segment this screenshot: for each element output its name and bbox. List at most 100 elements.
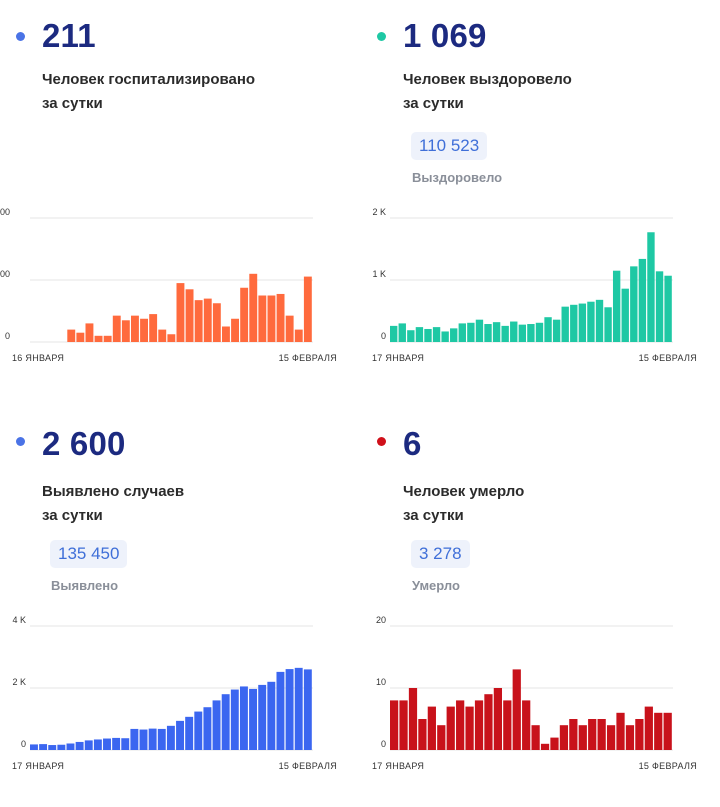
bar xyxy=(203,298,212,342)
deaths-desc-line1: Человек умерло xyxy=(403,483,525,500)
bar xyxy=(212,700,221,750)
bar xyxy=(390,700,399,750)
bar xyxy=(85,323,94,342)
bar xyxy=(437,725,446,750)
bar xyxy=(239,686,248,750)
bar xyxy=(492,322,501,342)
bar xyxy=(303,669,312,750)
bar xyxy=(432,327,441,342)
bar xyxy=(595,299,604,342)
x-start-label: 16 ЯНВАРЯ xyxy=(12,353,64,363)
bar xyxy=(522,700,531,750)
bar xyxy=(531,725,540,750)
bar xyxy=(398,323,406,342)
bar xyxy=(212,303,221,342)
bar xyxy=(48,745,57,750)
bar xyxy=(76,332,85,342)
bar xyxy=(644,706,653,750)
bar xyxy=(540,743,550,750)
hospitalized-desc-line1: Человек госпитализировано xyxy=(42,71,256,88)
bar xyxy=(93,739,102,750)
bar xyxy=(294,329,303,342)
bar xyxy=(552,319,561,342)
bar xyxy=(258,684,267,750)
bar xyxy=(231,318,239,342)
y-tick-label: 1 K xyxy=(372,269,386,279)
bar xyxy=(407,330,415,342)
bar xyxy=(67,329,76,342)
bar xyxy=(441,331,449,342)
x-start-label: 17 ЯНВАРЯ xyxy=(372,353,424,363)
bar xyxy=(544,317,552,342)
cases-value: 2 600 xyxy=(42,425,126,462)
y-tick-label: 2 K xyxy=(12,677,26,687)
bar xyxy=(94,335,103,342)
cases-desc-line2: за сутки xyxy=(42,507,103,524)
bar xyxy=(176,720,184,750)
bar xyxy=(194,300,203,342)
bar xyxy=(635,719,644,750)
y-tick-label: 400 xyxy=(0,207,10,217)
bar xyxy=(424,328,432,342)
bar xyxy=(527,324,535,342)
bar xyxy=(512,669,521,750)
deaths-value: 6 xyxy=(403,425,422,462)
cases-total-label: Выявлено xyxy=(51,578,119,593)
bar xyxy=(408,688,418,750)
bar xyxy=(166,725,175,750)
panel-cases: 2 600 Выявлено случаев за сутки 135 450 … xyxy=(0,405,340,805)
bar xyxy=(475,319,484,342)
bar xyxy=(535,322,544,342)
recovered-desc-line1: Человек выздоровело xyxy=(403,71,572,88)
bar xyxy=(501,325,509,342)
deaths-total-label: Умерло xyxy=(412,578,460,593)
deaths-desc-line2: за сутки xyxy=(403,507,464,524)
bar xyxy=(510,321,518,342)
bar xyxy=(131,315,139,342)
bar xyxy=(578,725,587,750)
y-tick-label: 200 xyxy=(0,269,10,279)
bar xyxy=(185,716,194,750)
bar xyxy=(465,706,474,750)
bar xyxy=(66,743,75,750)
bar xyxy=(222,326,230,342)
bar xyxy=(121,738,130,750)
recovered-desc-line2: за сутки xyxy=(403,95,464,112)
bar xyxy=(30,744,38,750)
bar xyxy=(427,706,436,750)
y-tick-label: 4 K xyxy=(12,615,26,625)
bar xyxy=(249,273,258,342)
deaths-chart: 0 10 20 17 ЯНВАРЯ 15 ФЕВРАЛЯ xyxy=(372,615,697,771)
y-tick-label: 2 K xyxy=(372,207,386,217)
bar xyxy=(148,728,157,750)
bar xyxy=(258,295,267,342)
bar xyxy=(149,314,158,342)
bar xyxy=(493,688,502,750)
bar xyxy=(604,307,612,342)
panel-deaths: 6 Человек умерло за сутки 3 278 Умерло 0… xyxy=(360,405,700,805)
bar xyxy=(663,712,672,750)
bar xyxy=(158,329,167,342)
bar xyxy=(276,671,285,750)
bar xyxy=(185,289,194,342)
bar xyxy=(415,327,424,342)
bar xyxy=(647,232,655,342)
bar xyxy=(561,306,569,342)
hospitalized-desc-line2: за сутки xyxy=(42,95,103,112)
bar xyxy=(612,270,621,342)
bar xyxy=(450,328,458,342)
recovered-total-badge: 110 523 xyxy=(411,132,488,160)
bar xyxy=(559,725,569,750)
cases-total-badge: 135 450 xyxy=(50,540,128,568)
bar xyxy=(621,288,629,342)
bar xyxy=(630,266,638,342)
bar xyxy=(103,738,111,750)
bar xyxy=(221,694,230,750)
x-end-label: 15 ФЕВРАЛЯ xyxy=(639,761,697,771)
y-tick-label: 0 xyxy=(5,331,10,341)
bar xyxy=(121,320,130,342)
bar xyxy=(578,303,587,342)
x-end-label: 15 ФЕВРАЛЯ xyxy=(279,761,337,771)
bar xyxy=(550,737,559,750)
bar xyxy=(664,275,672,342)
